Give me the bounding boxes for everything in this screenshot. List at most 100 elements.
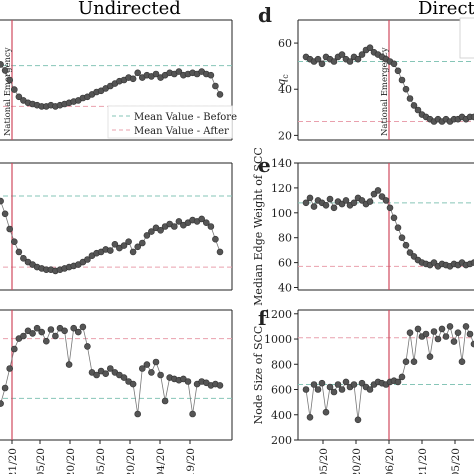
data-point <box>1 210 9 218</box>
data-point <box>394 67 402 75</box>
data-point <box>148 228 155 235</box>
y-axis-label: Median Edge Weight of SCC <box>252 147 265 306</box>
data-point <box>338 386 346 393</box>
data-point <box>358 379 366 387</box>
data-point <box>326 195 334 203</box>
data-point <box>314 55 322 63</box>
data-point <box>84 256 91 263</box>
data-point <box>102 370 109 378</box>
data-point <box>6 76 13 84</box>
data-point <box>402 241 410 249</box>
data-point <box>402 85 410 93</box>
data-point <box>346 58 354 65</box>
data-point <box>382 197 390 204</box>
data-point <box>366 386 374 393</box>
data-point <box>0 61 4 68</box>
data-point <box>120 242 128 249</box>
data-point <box>318 60 326 68</box>
data-point <box>302 199 310 207</box>
data-point <box>207 71 215 79</box>
panel-letter-f: f <box>258 306 268 330</box>
x-tick-label: 04/20/20 <box>65 448 77 474</box>
data-point <box>161 397 169 405</box>
data-point <box>33 324 41 332</box>
data-point <box>216 382 224 389</box>
x-tick-label: 03/06/20 <box>384 448 396 474</box>
data-point <box>354 55 362 63</box>
data-point <box>350 199 358 207</box>
data-point <box>334 381 342 388</box>
x-tick-label: 04/05/20 <box>450 448 462 474</box>
data-point <box>414 106 422 114</box>
data-point <box>358 197 366 204</box>
data-point <box>47 326 55 333</box>
data-point <box>350 381 358 388</box>
data-point <box>394 378 402 386</box>
data-point <box>398 76 406 84</box>
data-point <box>15 248 23 256</box>
x-tick-label: 02/20/20 <box>351 448 363 474</box>
data-point <box>212 235 219 243</box>
data-point <box>152 358 160 366</box>
data-point <box>338 51 346 58</box>
data-point <box>310 381 318 388</box>
data-point <box>203 219 210 226</box>
data-point <box>326 383 334 391</box>
y-axis-label: qc <box>275 74 290 86</box>
y-tick-label: 60 <box>278 37 292 50</box>
panel-letter-e: e <box>258 153 271 177</box>
data-point <box>75 328 82 336</box>
data-point <box>11 238 18 245</box>
data-point <box>1 384 9 392</box>
data-point <box>302 386 310 393</box>
data-point <box>422 330 430 338</box>
data-point <box>184 378 192 385</box>
y-tick-label: 20 <box>278 129 292 142</box>
y-tick-label: 1200 <box>264 308 292 321</box>
data-point <box>438 325 446 333</box>
data-point <box>79 323 87 331</box>
data-point <box>330 388 338 396</box>
data-point <box>402 358 410 366</box>
y-tick-label: 120 <box>271 182 292 195</box>
legend-box <box>107 105 233 139</box>
data-point <box>0 400 4 407</box>
x-tick-label: 06/19/20 <box>185 448 197 474</box>
y-tick-label: 80 <box>278 232 292 245</box>
x-tick-label: 02/05/20 <box>318 448 330 474</box>
data-point <box>358 51 366 58</box>
data-point <box>129 248 137 256</box>
data-point <box>310 203 318 210</box>
data-point <box>15 93 23 101</box>
data-point <box>462 323 470 330</box>
data-point <box>20 254 27 262</box>
data-point <box>111 241 119 248</box>
y-tick-label: 400 <box>271 409 292 422</box>
data-point <box>189 410 196 418</box>
legend-box-partial <box>459 17 474 59</box>
data-point <box>198 215 205 223</box>
panel-d: National Emergency 20 40 60 qc <box>275 19 474 142</box>
data-point <box>143 232 151 239</box>
data-point <box>129 380 137 388</box>
data-point <box>306 194 314 202</box>
legend-label-after: Mean Value - After <box>134 126 229 137</box>
data-point <box>378 193 386 200</box>
data-point <box>11 86 18 93</box>
data-point <box>212 82 219 90</box>
data-point <box>52 332 59 340</box>
panel-a: National Emergency Mean Value - Before Mea… <box>0 19 237 141</box>
data-point <box>216 248 224 256</box>
data-point <box>29 330 36 337</box>
data-point <box>11 345 18 353</box>
y-axis-label: Node Size of SCC <box>252 326 265 425</box>
y-tick-label: 600 <box>271 384 292 397</box>
data-point <box>434 335 442 343</box>
data-point <box>129 75 137 83</box>
data-point <box>330 58 338 65</box>
data-point <box>410 102 418 109</box>
x-tick-label: 05/05/20 <box>95 448 107 474</box>
y-tick-label: 60 <box>278 257 292 270</box>
panel-e: 40 60 80 100 120 140 Median Edge Weight of SCC <box>252 147 474 306</box>
data-point <box>322 202 330 209</box>
